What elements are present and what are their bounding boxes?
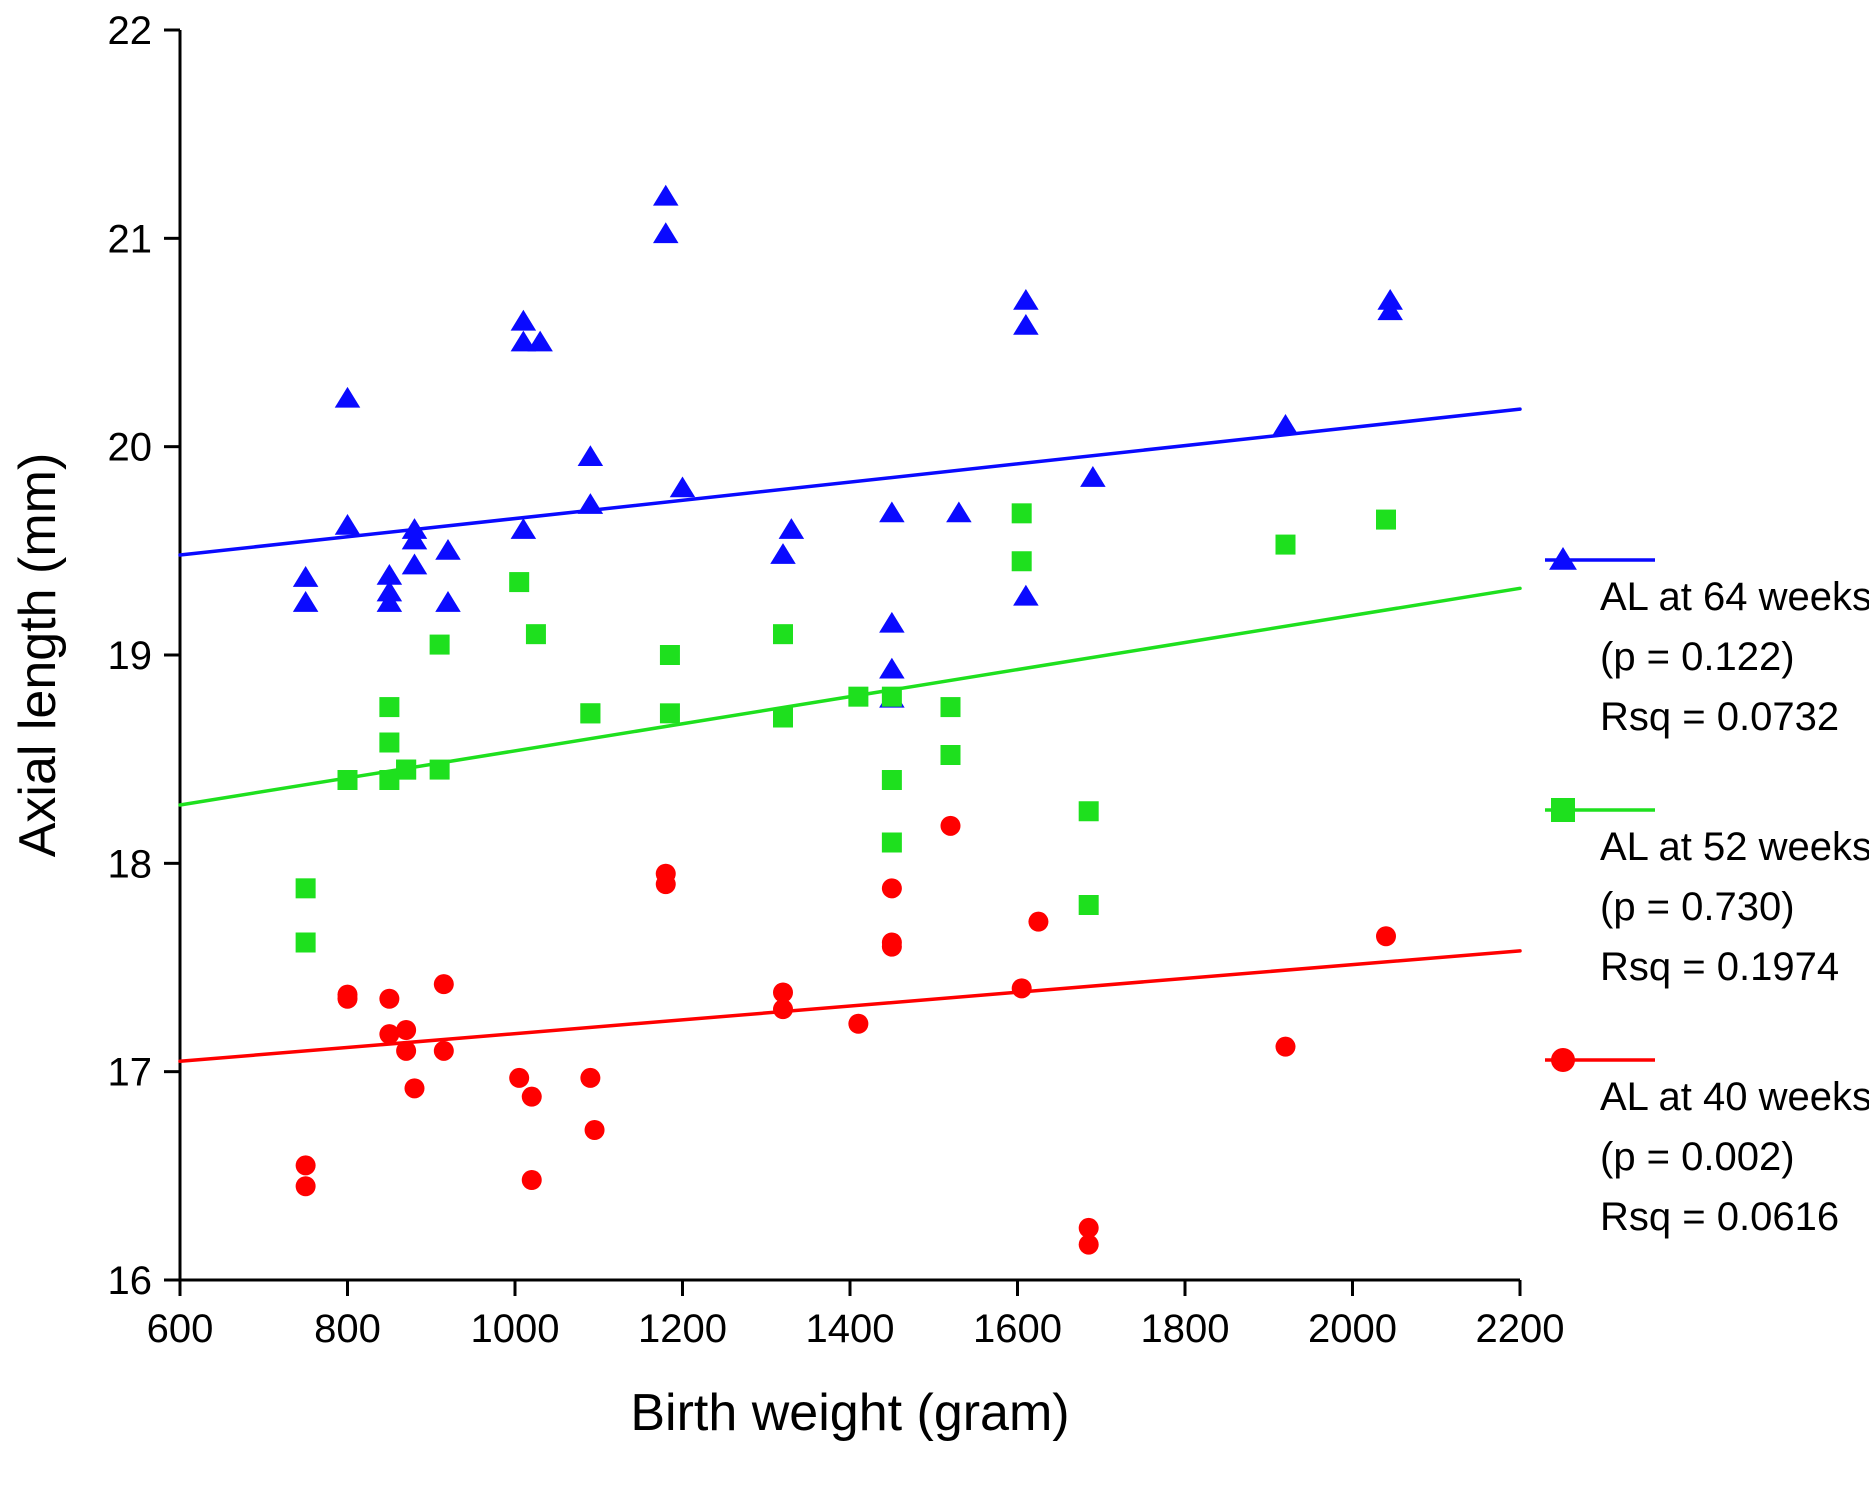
y-axis-title: Axial length (mm) [9, 453, 67, 858]
x-tick-label: 1600 [973, 1307, 1062, 1351]
scatter-chart: 600 800 1000 1200 1400 1600 1800 2000 2200 16 17 18… [0, 0, 1869, 1510]
x-tick-label: 1800 [1141, 1307, 1230, 1351]
y-tick-label: 20 [108, 426, 153, 470]
x-axis-title: Birth weight (gram) [630, 1384, 1069, 1442]
legend-label-al40-1: (p = 0.002) [1600, 1135, 1795, 1179]
x-tick-label: 600 [147, 1307, 214, 1351]
x-tick-label: 1200 [638, 1307, 727, 1351]
x-tick-label: 2200 [1476, 1307, 1565, 1351]
y-tick-label: 16 [108, 1259, 153, 1303]
y-tick-label: 19 [108, 634, 153, 678]
y-tick-label: 21 [108, 217, 153, 261]
x-tick-label: 1000 [471, 1307, 560, 1351]
legend-label-al64-0: AL at 64 weeks [1600, 575, 1869, 619]
chart-svg: 600 800 1000 1200 1400 1600 1800 2000 2200 16 17 18… [0, 0, 1869, 1510]
legend-label-al52-2: Rsq = 0.1974 [1600, 945, 1839, 989]
legend-label-al64-1: (p = 0.122) [1600, 635, 1795, 679]
y-tick-label: 22 [108, 9, 153, 53]
y-tick-label: 17 [108, 1051, 153, 1095]
legend-label-al40-2: Rsq = 0.0616 [1600, 1195, 1839, 1239]
legend-label-al52-0: AL at 52 weeks [1600, 825, 1869, 869]
legend-label-al52-1: (p = 0.730) [1600, 885, 1795, 929]
x-tick-label: 800 [314, 1307, 381, 1351]
legend-label-al64-2: Rsq = 0.0732 [1600, 695, 1839, 739]
legend-label-al40-0: AL at 40 weeks [1600, 1075, 1869, 1119]
x-tick-label: 1400 [806, 1307, 895, 1351]
x-tick-label: 2000 [1308, 1307, 1397, 1351]
y-tick-label: 18 [108, 842, 153, 886]
